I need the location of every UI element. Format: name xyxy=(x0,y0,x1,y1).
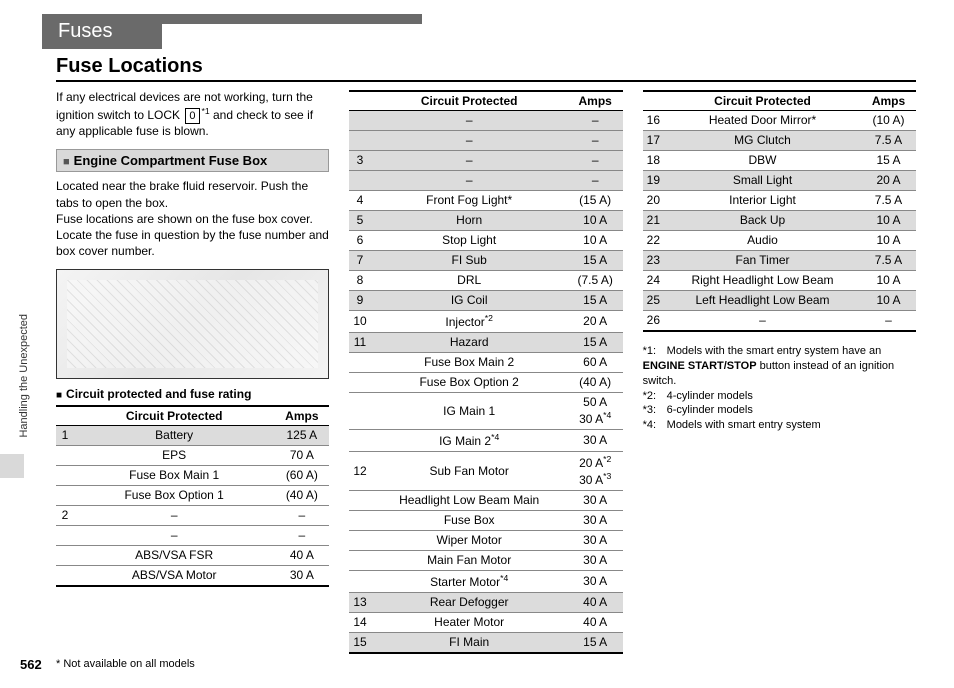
table-row: 19Small Light20 A xyxy=(643,171,916,191)
footnote-line: *2:4-cylinder models xyxy=(643,389,916,404)
table-row: Fuse Box30 A xyxy=(349,511,622,531)
table-row: 25Left Headlight Low Beam10 A xyxy=(643,291,916,311)
table-row: –– xyxy=(56,526,329,546)
table-row: Fuse Box Option 1(40 A) xyxy=(56,486,329,506)
sub-header: Engine Compartment Fuse Box xyxy=(56,149,329,172)
section-tab: Fuses xyxy=(42,14,162,49)
footnote-line: *1:Models with the smart entry system ha… xyxy=(643,344,916,389)
footnote-line: *3:6-cylinder models xyxy=(643,403,916,418)
table-row: ABS/VSA Motor30 A xyxy=(56,566,329,587)
table-row: 3–– xyxy=(349,151,622,171)
table-row: 5Horn10 A xyxy=(349,211,622,231)
table-row: 6Stop Light10 A xyxy=(349,231,622,251)
page-title: Fuse Locations xyxy=(56,55,916,82)
fuse-table-2: Circuit ProtectedAmps ––––3––––4Front Fo… xyxy=(349,90,622,654)
tab-spacer xyxy=(162,14,422,24)
sidebar-tab xyxy=(0,454,24,478)
table-row: 9IG Coil15 A xyxy=(349,291,622,311)
table-row: ABS/VSA FSR40 A xyxy=(56,546,329,566)
fuse-box-figure xyxy=(56,269,329,379)
table-row: Fuse Box Main 260 A xyxy=(349,353,622,373)
table-row: 24Right Headlight Low Beam10 A xyxy=(643,271,916,291)
intro-text: If any electrical devices are not workin… xyxy=(56,90,329,139)
table-row: Main Fan Motor30 A xyxy=(349,551,622,571)
table-row: 7FI Sub15 A xyxy=(349,251,622,271)
table-row: 1Battery125 A xyxy=(56,426,329,446)
footnote-line: *4:Models with smart entry system xyxy=(643,418,916,433)
table-row: 11Hazard15 A xyxy=(349,333,622,353)
figure-caption: Circuit protected and fuse rating xyxy=(56,387,329,401)
table-row: 13Rear Defogger40 A xyxy=(349,593,622,613)
table-row: 21Back Up10 A xyxy=(643,211,916,231)
table-row: 17MG Clutch7.5 A xyxy=(643,131,916,151)
bottom-footnote: * Not available on all models xyxy=(56,658,195,670)
table-row: 20Interior Light7.5 A xyxy=(643,191,916,211)
table-row: 18DBW15 A xyxy=(643,151,916,171)
table-row: EPS70 A xyxy=(56,446,329,466)
table-row: IG Main 2*430 A xyxy=(349,430,622,452)
table-row: 12Sub Fan Motor20 A*230 A*3 xyxy=(349,452,622,491)
table-row: 10Injector*220 A xyxy=(349,311,622,333)
column-2: Circuit ProtectedAmps ––––3––––4Front Fo… xyxy=(349,90,622,654)
table-row: –– xyxy=(349,111,622,131)
table-row: 26–– xyxy=(643,311,916,332)
column-3: Circuit ProtectedAmps 16Heated Door Mirr… xyxy=(643,90,916,654)
table-row: 16Heated Door Mirror*(10 A) xyxy=(643,111,916,131)
fuse-table-1: Circuit ProtectedAmps 1Battery125 AEPS70… xyxy=(56,405,329,587)
body-text: Located near the brake fluid reservoir. … xyxy=(56,178,329,259)
table-row: –– xyxy=(349,131,622,151)
table-row: 14Heater Motor40 A xyxy=(349,613,622,633)
table-row: 22Audio10 A xyxy=(643,231,916,251)
table-row: 23Fan Timer7.5 A xyxy=(643,251,916,271)
table-row: –– xyxy=(349,171,622,191)
footnotes: *1:Models with the smart entry system ha… xyxy=(643,344,916,433)
side-caption: Handling the Unexpected xyxy=(18,314,30,438)
table-row: 4Front Fog Light*(15 A) xyxy=(349,191,622,211)
page-number: 562 xyxy=(20,657,42,672)
table-row: 15FI Main15 A xyxy=(349,633,622,654)
fuse-table-3: Circuit ProtectedAmps 16Heated Door Mirr… xyxy=(643,90,916,332)
table-row: Headlight Low Beam Main30 A xyxy=(349,491,622,511)
table-row: Fuse Box Option 2(40 A) xyxy=(349,373,622,393)
table-row: IG Main 150 A30 A*4 xyxy=(349,393,622,430)
column-1: If any electrical devices are not workin… xyxy=(56,90,329,654)
table-row: Wiper Motor30 A xyxy=(349,531,622,551)
table-row: 2–– xyxy=(56,506,329,526)
table-row: Starter Motor*430 A xyxy=(349,571,622,593)
lock-position-icon: 0 xyxy=(185,108,199,124)
table-row: 8DRL(7.5 A) xyxy=(349,271,622,291)
table-row: Fuse Box Main 1(60 A) xyxy=(56,466,329,486)
